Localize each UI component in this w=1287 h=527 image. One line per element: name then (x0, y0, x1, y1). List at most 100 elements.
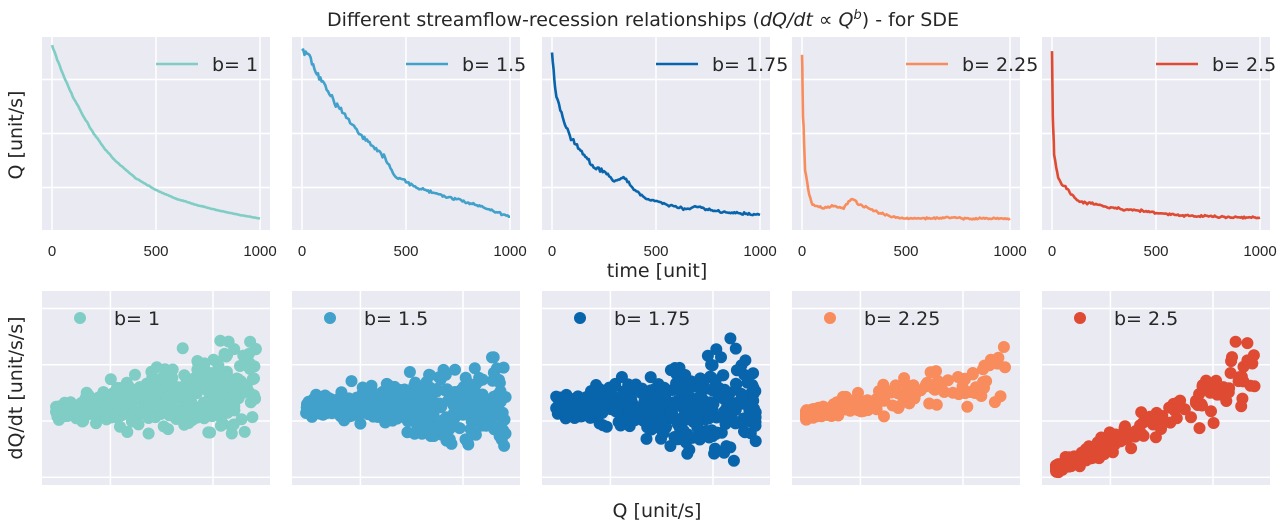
figure-title: Different streamflow-recession relations… (327, 8, 959, 31)
scatter-point (975, 390, 988, 402)
scatter-point (129, 368, 141, 381)
scatter-point (746, 406, 759, 418)
scatter-point (581, 402, 594, 415)
scatter-point (220, 350, 233, 363)
scatter-point (350, 401, 363, 414)
scatter-point (132, 418, 145, 431)
scatter-point (437, 363, 450, 376)
scatter-point (230, 372, 243, 385)
title-prefix: Different streamflow-recession relations… (327, 9, 760, 31)
scatter-point (724, 408, 737, 421)
scatter-point (476, 373, 489, 386)
scatter-point (246, 373, 259, 386)
scatter-point (1155, 423, 1167, 435)
top-xlabel: time [unit] (607, 260, 708, 282)
scatter-point (1088, 451, 1101, 464)
scatter-point (630, 402, 643, 415)
scatter-point (142, 427, 155, 440)
scatter-point (1224, 367, 1237, 379)
scatter-point (1168, 404, 1181, 417)
scatter-point (469, 428, 482, 441)
scatter-point (923, 397, 936, 410)
scatter-point (175, 390, 188, 402)
scatter-point (672, 433, 684, 446)
scatter-point (1229, 335, 1242, 348)
scatter-point (191, 363, 204, 376)
scatter-point (476, 418, 489, 431)
scatter-point (1205, 405, 1217, 418)
x-tick-label: 500 (1143, 243, 1168, 260)
scatter-point (176, 342, 189, 355)
scatter-point (878, 394, 891, 407)
scatter-point (678, 414, 691, 427)
title-suffix: ) - for SDE (862, 9, 959, 31)
scatter-point (131, 386, 144, 399)
scatter-point (921, 376, 934, 389)
scatter-point (422, 421, 435, 434)
legend-label: b= 2.5 (1212, 54, 1276, 76)
scatter-point (100, 403, 113, 416)
scatter-legend-3: b= 1.75 (574, 308, 690, 330)
x-tick-label: 1000 (243, 243, 276, 260)
scatter-point (389, 396, 402, 409)
scatter-point (644, 371, 657, 384)
scatter-point (705, 358, 718, 371)
bottom-xlabel: Q [unit/s] (613, 500, 702, 522)
scatter-point (449, 363, 461, 376)
scatter-point (248, 389, 260, 402)
x-tick-label: 0 (548, 243, 556, 260)
scatter-point (473, 390, 486, 403)
scatter-point (1109, 428, 1122, 441)
scatter-point (651, 419, 663, 432)
line-legend-3: b= 1.75 (656, 54, 788, 76)
scatter-point (909, 388, 922, 401)
scatter-point (1079, 443, 1092, 456)
scatter-point (186, 414, 199, 427)
scatter-point (1106, 446, 1119, 459)
scatter-point (878, 410, 890, 423)
scatter-point (701, 349, 714, 362)
scatter-point (741, 376, 754, 389)
scatter-point (160, 370, 173, 383)
scatter-point (980, 375, 993, 388)
scatter-panel-1: b= 1 (42, 291, 270, 485)
scatter-point (1207, 417, 1220, 429)
scatter-point (684, 403, 697, 416)
scatter-point (235, 413, 248, 426)
scatter-panel-4: b= 2.25 (792, 291, 1020, 485)
legend-label: b= 2.25 (962, 54, 1038, 76)
scatter-point (670, 377, 683, 390)
x-tick-label: 500 (893, 243, 918, 260)
scatter-point (234, 360, 246, 372)
scatter-legend-4: b= 2.25 (824, 308, 940, 330)
scatter-point (194, 374, 207, 387)
x-tick-label: 0 (48, 243, 56, 260)
scatter-point (459, 371, 472, 384)
scatter-point (594, 391, 607, 403)
scatter-point (202, 426, 215, 439)
title-exponent: b (853, 8, 861, 23)
scatter-point (692, 431, 705, 444)
scatter-point (848, 395, 860, 408)
scatter-legend-2: b= 1.5 (324, 308, 428, 330)
scatter-point (885, 386, 898, 399)
x-tick-label: 1000 (993, 243, 1026, 260)
x-tick-label: 1000 (493, 243, 526, 260)
scatter-point (959, 373, 971, 386)
scatter-point (190, 384, 202, 397)
scatter-point (69, 402, 81, 415)
scatter-point (1193, 422, 1206, 435)
scatter-point (1073, 460, 1086, 473)
scatter-point (403, 389, 416, 402)
scatter-point (1248, 380, 1261, 393)
scatter-point (691, 417, 704, 430)
scatter-point (366, 404, 379, 417)
scatter-point (433, 397, 446, 410)
scatter-point (405, 401, 418, 414)
scatter-point (114, 420, 126, 433)
scatter-point (724, 332, 737, 345)
scatter-point (380, 377, 393, 390)
scatter-point (1051, 465, 1064, 478)
legend-marker-swatch (1074, 312, 1086, 324)
